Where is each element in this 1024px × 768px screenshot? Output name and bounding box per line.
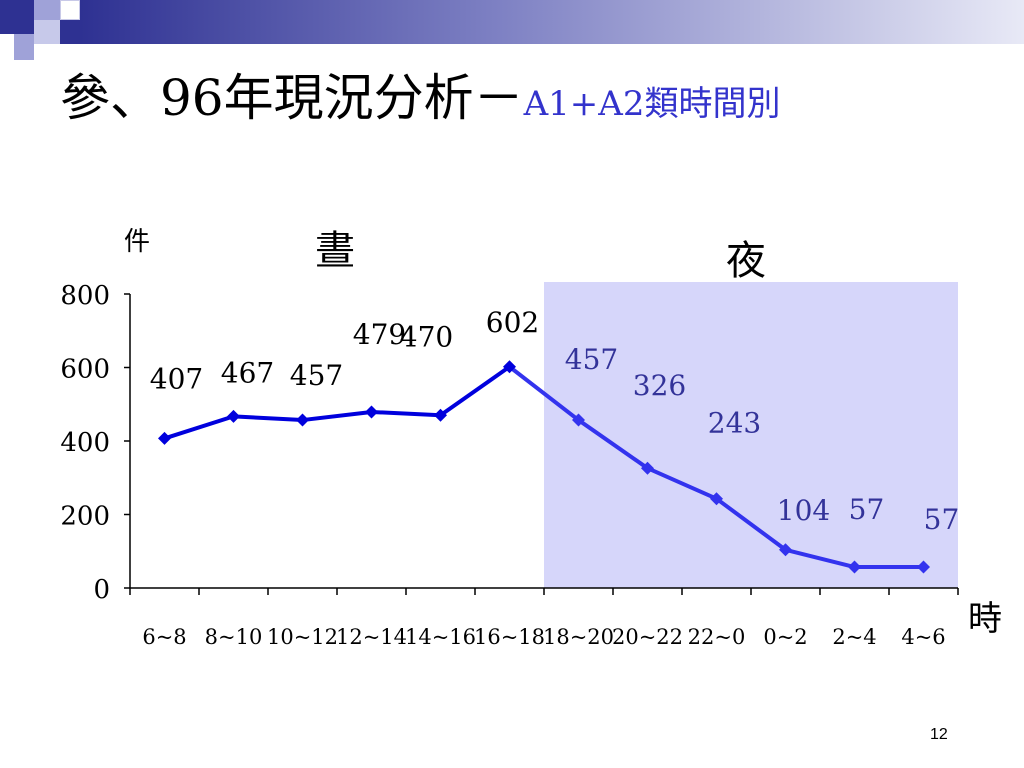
data-point	[158, 431, 171, 445]
series-line-segment	[300, 409, 374, 423]
series-line-segment	[438, 364, 512, 418]
data-point	[779, 543, 792, 557]
x-tick-label: 18~20	[543, 625, 614, 649]
x-axis-label: 時	[968, 599, 1002, 639]
title-decoration	[0, 0, 1024, 60]
data-point	[227, 409, 240, 423]
data-label: 457	[290, 359, 343, 392]
deco-square	[14, 34, 34, 60]
header-gradient-bar	[80, 0, 1024, 44]
data-label: 243	[708, 407, 761, 440]
data-label: 57	[849, 493, 885, 526]
data-label: 326	[633, 369, 686, 402]
data-point	[503, 360, 516, 374]
region-label-night: 夜	[726, 238, 766, 284]
data-point	[572, 413, 585, 427]
x-tick-label: 16~18	[474, 625, 545, 649]
series-line-segment	[231, 414, 305, 423]
x-tick-label: 10~12	[267, 625, 338, 649]
deco-square	[34, 0, 60, 20]
data-label: 602	[486, 306, 539, 339]
x-tick-label: 12~14	[336, 625, 407, 649]
data-label: 470	[400, 320, 453, 353]
data-label: 57	[924, 503, 960, 536]
series-line-segment	[162, 414, 236, 441]
data-point	[641, 461, 654, 475]
title-main: 參、96年現況分析－	[60, 69, 524, 127]
page-number: 12	[930, 726, 948, 743]
night-region-band	[544, 282, 958, 588]
deco-square	[60, 20, 80, 44]
deco-square	[0, 0, 34, 34]
deco-square	[60, 0, 80, 20]
series-line-segment	[645, 466, 719, 501]
x-tick-label: 2~4	[832, 625, 876, 649]
x-tick-label: 6~8	[142, 625, 186, 649]
y-tick-label: 200	[60, 502, 110, 532]
x-tick-label: 22~0	[688, 625, 746, 649]
data-point	[848, 560, 861, 574]
y-tick-label: 800	[60, 281, 110, 311]
data-point	[296, 413, 309, 427]
data-label: 479	[353, 318, 406, 351]
series-line-segment	[783, 547, 857, 570]
y-tick-label: 400	[60, 428, 110, 458]
x-tick-label: 20~22	[612, 625, 683, 649]
x-tick-label: 4~6	[901, 625, 945, 649]
series-line-segment	[714, 496, 788, 552]
y-axis-label: 件	[124, 227, 150, 257]
x-tick-label: 8~10	[205, 625, 263, 649]
title-sub: A1+A2類時間別	[523, 84, 781, 124]
data-point	[917, 560, 930, 574]
data-label: 407	[150, 362, 203, 395]
data-label: 457	[565, 343, 618, 376]
series-line-segment	[507, 364, 581, 423]
data-point	[365, 405, 378, 419]
data-point	[434, 408, 447, 422]
series-line-segment	[369, 409, 443, 418]
data-point	[710, 492, 723, 506]
region-label-day: 晝	[315, 228, 355, 274]
data-label: 104	[777, 494, 830, 527]
series-line-segment	[576, 418, 650, 471]
data-label: 467	[221, 356, 274, 389]
x-tick-label: 0~2	[763, 625, 807, 649]
y-tick-label: 0	[93, 575, 110, 605]
deco-square	[34, 20, 60, 44]
slide-title: 參、96年現況分析－ A1+A2類時間別	[60, 58, 780, 128]
x-tick-label: 14~16	[405, 625, 476, 649]
y-tick-label: 600	[60, 355, 110, 385]
